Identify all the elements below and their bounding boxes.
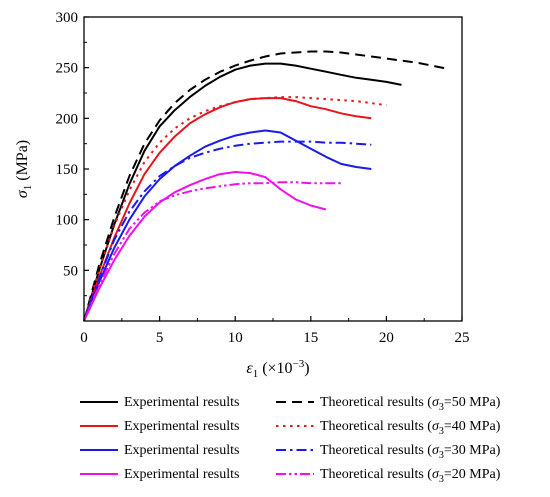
legend-label-theoretical: Theoretical results (σ3=40 MPa)	[320, 419, 501, 437]
y-axis-title: σ1 (MPa)	[14, 140, 34, 198]
x-tick-label: 15	[303, 330, 318, 346]
y-tick-label: 300	[56, 10, 79, 26]
legend-label-experimental: Experimental results	[124, 467, 239, 482]
x-axis-title-unit-close: )	[304, 360, 309, 377]
series-line-3	[83, 97, 372, 322]
legend-label-experimental: Experimental results	[124, 419, 239, 434]
series-line-8	[83, 181, 341, 322]
x-tick-label: 25	[455, 330, 470, 346]
y-tick-label: 150	[56, 162, 79, 178]
y-tick-label: 200	[56, 111, 79, 127]
x-tick-label: 5	[156, 330, 164, 346]
series-line-5	[83, 129, 372, 322]
legend-label-experimental: Experimental results	[124, 395, 239, 410]
x-tick-label: 10	[228, 330, 243, 346]
x-axis-title-unit-open: (×10	[258, 360, 292, 377]
legend-label-experimental: Experimental results	[124, 443, 239, 458]
x-axis-title: ε1 (×10−3)	[246, 358, 309, 380]
y-axis-title-unit: (MPa)	[14, 140, 31, 185]
plot-lines	[83, 50, 448, 322]
x-tick-label: 0	[80, 330, 88, 346]
series-line-1	[83, 62, 402, 322]
series-line-4	[83, 96, 387, 322]
x-axis-title-sup: −3	[293, 358, 305, 370]
y-tick-label: 100	[56, 213, 79, 229]
legend-label-theoretical: Theoretical results (σ3=20 MPa)	[320, 467, 501, 485]
series-line-6	[83, 140, 372, 322]
y-tick-label: 250	[56, 61, 79, 77]
legend-label-theoretical: Theoretical results (σ3=50 MPa)	[320, 395, 501, 413]
y-axis-title-sub: 1	[22, 185, 34, 191]
legend-label-theoretical: Theoretical results (σ3=30 MPa)	[320, 443, 501, 461]
x-axis-title-symbol: ε	[246, 360, 253, 377]
series-line-7	[83, 171, 327, 322]
y-tick-label: 50	[63, 263, 78, 279]
y-axis-title-symbol: σ	[14, 189, 31, 198]
x-axis-title-sub: 1	[253, 368, 259, 380]
x-axis: 0 5 10 15 20 25	[80, 316, 470, 346]
x-tick-label: 20	[379, 330, 394, 346]
legend: Experimental results Theoretical results …	[80, 395, 501, 485]
series-line-2	[83, 50, 448, 322]
y-axis: 50 100 150 200 250 300	[56, 10, 89, 297]
